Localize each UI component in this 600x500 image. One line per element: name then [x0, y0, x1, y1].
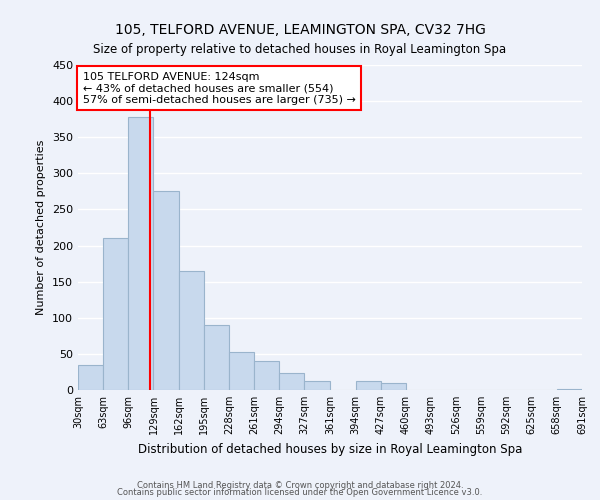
Bar [254, 361, 279, 390]
Text: Contains public sector information licensed under the Open Government Licence v3: Contains public sector information licen… [118, 488, 482, 497]
Bar [128, 117, 154, 390]
X-axis label: Distribution of detached houses by size in Royal Leamington Spa: Distribution of detached houses by size … [138, 442, 522, 456]
Bar [179, 271, 204, 390]
Text: Contains HM Land Registry data © Crown copyright and database right 2024.: Contains HM Land Registry data © Crown c… [137, 480, 463, 490]
Bar [356, 380, 381, 390]
Text: 105, TELFORD AVENUE, LEAMINGTON SPA, CV32 7HG: 105, TELFORD AVENUE, LEAMINGTON SPA, CV3… [115, 22, 485, 36]
Bar [557, 388, 582, 390]
Bar [204, 325, 229, 390]
Bar [78, 364, 103, 390]
Bar [154, 192, 179, 390]
Bar [229, 352, 254, 390]
Bar [304, 380, 331, 390]
Text: Size of property relative to detached houses in Royal Leamington Spa: Size of property relative to detached ho… [94, 42, 506, 56]
Text: 105 TELFORD AVENUE: 124sqm
← 43% of detached houses are smaller (554)
57% of sem: 105 TELFORD AVENUE: 124sqm ← 43% of deta… [83, 72, 356, 104]
Y-axis label: Number of detached properties: Number of detached properties [37, 140, 46, 315]
Bar [279, 372, 304, 390]
Bar [103, 238, 128, 390]
Bar [381, 383, 406, 390]
